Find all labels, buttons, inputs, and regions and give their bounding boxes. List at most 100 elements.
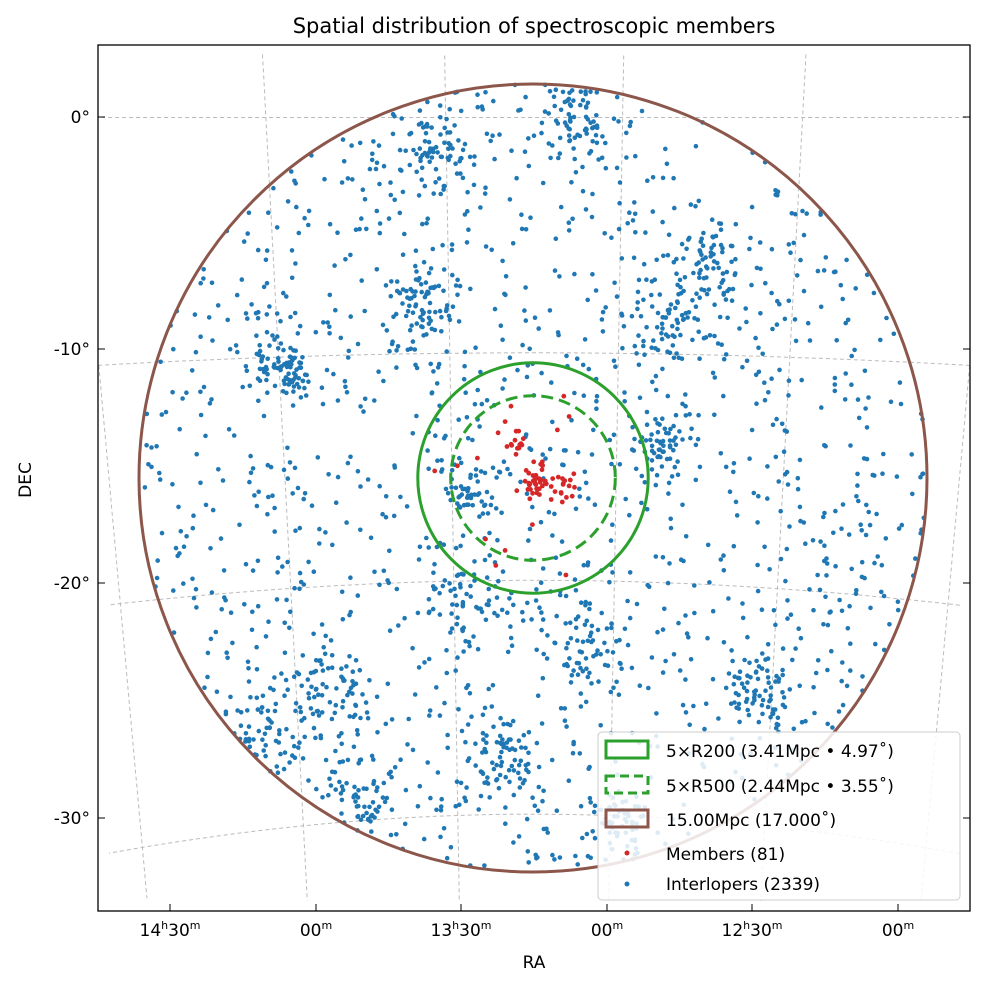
interloper-point — [773, 679, 778, 684]
interloper-point — [387, 348, 392, 354]
interloper-point — [346, 348, 352, 354]
interloper-point — [776, 479, 781, 484]
interloper-point — [753, 335, 758, 341]
interloper-point — [562, 706, 568, 711]
interloper-point — [158, 359, 163, 365]
interloper-point — [345, 757, 351, 763]
interloper-point — [490, 682, 496, 688]
interloper-point — [388, 293, 394, 299]
interloper-point — [457, 455, 462, 461]
interloper-point — [433, 180, 438, 185]
interloper-point — [447, 130, 453, 135]
interloper-point — [571, 114, 577, 120]
interloper-point — [246, 679, 252, 684]
interloper-point — [731, 543, 737, 549]
interloper-point — [381, 780, 387, 786]
interloper-point — [438, 834, 443, 840]
interloper-point — [354, 804, 360, 809]
interloper-point — [308, 706, 314, 711]
interloper-point — [598, 723, 603, 728]
interloper-point — [763, 280, 768, 286]
interloper-point — [581, 393, 587, 399]
interloper-point — [419, 177, 425, 182]
interloper-point — [380, 322, 386, 328]
interloper-point — [617, 462, 623, 467]
interloper-point — [288, 314, 293, 320]
interloper-point — [807, 587, 812, 592]
interloper-point — [201, 276, 206, 281]
interloper-point — [759, 703, 765, 708]
interloper-point — [648, 437, 653, 443]
interloper-point — [587, 670, 592, 676]
interloper-point — [674, 271, 679, 277]
interloper-point — [634, 351, 639, 356]
interloper-point — [594, 398, 599, 404]
interloper-point — [577, 494, 583, 499]
interloper-point — [486, 586, 492, 592]
x-tick-label: 00m — [300, 919, 332, 941]
interloper-point — [665, 252, 671, 258]
interloper-point — [528, 215, 533, 220]
y-tick-label: -20° — [54, 574, 90, 594]
interloper-point — [313, 668, 319, 674]
interloper-point — [797, 683, 802, 689]
interloper-point — [569, 417, 574, 423]
interloper-point — [435, 365, 441, 370]
interloper-point — [755, 676, 761, 682]
interloper-point — [693, 442, 699, 448]
interloper-point — [410, 289, 415, 294]
interloper-point — [275, 334, 280, 339]
interloper-point — [364, 226, 369, 232]
interloper-point — [327, 292, 333, 298]
member-point — [522, 478, 528, 484]
interloper-point — [262, 731, 268, 737]
interloper-point — [248, 470, 254, 476]
interloper-point — [517, 785, 523, 790]
interloper-point — [352, 712, 358, 718]
interloper-point — [184, 534, 189, 539]
member-point — [558, 490, 564, 496]
interloper-point — [567, 90, 572, 96]
interloper-point — [532, 315, 538, 321]
interloper-point — [508, 722, 513, 728]
interloper-point — [291, 377, 296, 383]
interloper-point — [690, 298, 695, 303]
interloper-point — [441, 542, 447, 547]
interloper-point — [425, 99, 430, 105]
interloper-point — [585, 638, 591, 644]
interloper-point — [482, 557, 488, 563]
interloper-point — [711, 266, 716, 271]
x-tick-label: 00m — [882, 919, 914, 941]
interloper-point — [858, 522, 863, 527]
interloper-point — [589, 214, 595, 220]
interloper-point — [780, 690, 785, 695]
interloper-point — [377, 221, 383, 226]
interloper-point — [439, 467, 445, 472]
interloper-point — [796, 626, 801, 631]
interloper-point — [499, 749, 504, 755]
interloper-point — [462, 795, 467, 801]
interloper-point — [511, 840, 516, 845]
interloper-point — [757, 240, 763, 245]
interloper-point — [706, 287, 712, 292]
interloper-point — [155, 558, 160, 563]
interloper-point — [703, 264, 709, 269]
interloper-point — [412, 347, 418, 352]
interloper-point — [720, 271, 726, 276]
interloper-point — [656, 447, 662, 453]
member-point — [566, 483, 572, 489]
interloper-point — [320, 668, 326, 673]
interloper-point — [466, 639, 472, 645]
interloper-point — [575, 638, 580, 643]
interloper-point — [484, 602, 490, 607]
interloper-point — [444, 648, 449, 653]
interloper-point — [823, 255, 829, 260]
legend-15mpc-label: 15.00Mpc (17.000˚) — [666, 810, 836, 831]
legend: 5×R200 (3.41Mpc • 4.97˚) 5×R500 (2.44Mpc… — [597, 731, 961, 901]
interloper-point — [578, 600, 584, 605]
interloper-point — [573, 853, 578, 859]
interloper-point — [294, 367, 299, 372]
interloper-point — [586, 766, 591, 771]
interloper-point — [323, 530, 328, 535]
